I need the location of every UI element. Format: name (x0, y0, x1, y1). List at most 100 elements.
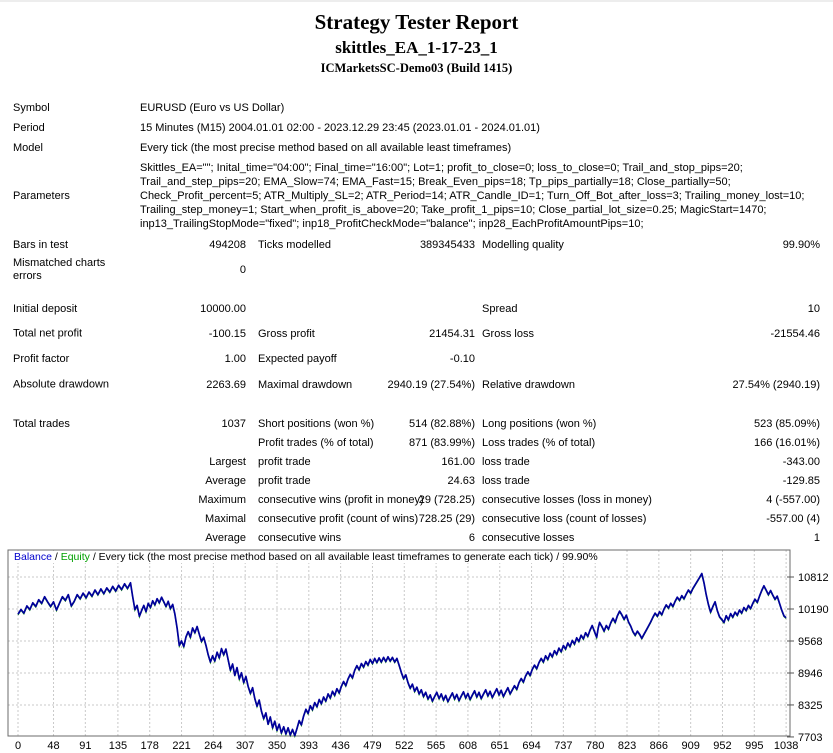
x-axis-label: 135 (109, 740, 127, 752)
legend-separator: / (553, 551, 563, 563)
row-value-1: 2263.69 (206, 379, 246, 391)
settings-section: Symbol EURUSD (Euro vs US Dollar) Period 15… (0, 98, 833, 234)
legend-separator: / (89, 551, 99, 563)
row-label-2: Ticks modelled (258, 238, 331, 251)
row-value-1: 1.00 (224, 353, 246, 365)
row-label-3: Loss trades (% of total) (482, 436, 596, 449)
row-label-2: Gross profit (258, 328, 315, 340)
row-label-2: profit trade (258, 455, 311, 468)
x-axis-label: 436 (331, 740, 349, 752)
row-value-1: 0 (239, 264, 246, 276)
table-row: Total net profit -100.15 Gross profit 21454… (0, 319, 833, 349)
x-axis-label: 350 (268, 740, 286, 752)
table-row-parameters: Parameters Skittles_EA=""; Inital_time="0… (0, 158, 833, 234)
table-row: Average consecutive wins 6 consecutive loss… (0, 528, 833, 547)
x-axis-label: 780 (586, 740, 604, 752)
row-label-2: Short positions (won %) (258, 417, 375, 430)
y-axis-label: 8946 (798, 668, 822, 680)
quality-section: Bars in test 494208 Ticks modelled 38934543… (0, 234, 833, 285)
x-axis-label: 651 (491, 740, 509, 752)
row-label: Symbol (13, 102, 50, 114)
row-label: Absolute drawdown (13, 378, 110, 391)
row-value-1: Maximum (198, 493, 246, 506)
row-value-2: -0.10 (449, 353, 475, 365)
row-value-2: 29 (728.25) (418, 493, 475, 506)
table-row: Largest profit trade 161.00 loss trade -343.… (0, 452, 833, 471)
row-value: 15 Minutes (M15) 2004.01.01 02:00 - 2023… (140, 122, 540, 134)
chart-legend: Balance / Equity / Every tick (the most … (13, 551, 601, 563)
table-row: Period 15 Minutes (M15) 2004.01.01 02:00 … (0, 118, 833, 138)
y-axis-label: 10190 (798, 604, 829, 616)
row-value-3: 166 (16.01%) (753, 436, 820, 449)
strategy-tester-report: Strategy Tester Report skittles_EA_1-17-… (0, 10, 833, 753)
row-label-2: profit trade (258, 474, 311, 487)
report-title: Strategy Tester Report (314, 10, 519, 34)
row-value-1: 1037 (221, 417, 246, 430)
x-axis-label: 866 (650, 740, 668, 752)
row-label-3: loss trade (482, 455, 530, 468)
row-value-1: Average (205, 531, 246, 544)
row-label-2: consecutive wins (258, 531, 342, 544)
x-axis-label: 48 (47, 740, 59, 752)
x-axis-label: 694 (522, 740, 540, 752)
row-value-2: 728.25 (29) (418, 512, 475, 525)
row-value-1: Maximal (205, 512, 246, 525)
row-value-3: 523 (85.09%) (753, 417, 820, 430)
x-axis-label: 909 (681, 740, 699, 752)
row-label-3: Long positions (won %) (482, 417, 597, 430)
x-axis-label: 608 (459, 740, 477, 752)
row-value-3: -129.85 (782, 474, 820, 487)
row-label: Profit factor (13, 353, 70, 365)
row-label: Total net profit (13, 327, 83, 340)
parameters-line: inp13_TrailingStopMode="fixed"; inp18_Pr… (140, 218, 644, 230)
parameters-line: Check_Profit_percent=5; ATR_Multiply_SL=… (140, 190, 805, 202)
row-value-3: 99.90% (782, 238, 820, 251)
row-label-2: Profit trades (% of total) (258, 436, 374, 449)
table-row: Model Every tick (the most precise method… (0, 138, 833, 158)
row-value-1: -100.15 (208, 328, 246, 340)
server-build: ICMarketsSC-Demo03 (Build 1415) (320, 61, 513, 75)
row-label-3: consecutive losses (loss in money) (482, 493, 652, 506)
row-value-1: 494208 (209, 238, 246, 251)
report-header: Strategy Tester Report skittles_EA_1-17-… (0, 10, 833, 76)
x-axis-labels: 0 48 91 135 178 221 264 307 350 393 436 479 522 565 60… (15, 740, 798, 752)
trades-section: Total trades 1037 Short positions (won %) 5… (0, 414, 833, 547)
grid (8, 550, 790, 736)
row-value-2: 6 (468, 531, 475, 544)
x-axis-label: 221 (172, 740, 190, 752)
row-label-3: loss trade (482, 474, 530, 487)
row-value-2: 24.63 (447, 474, 475, 487)
row-value: EURUSD (Euro vs US Dollar) (140, 102, 285, 114)
row-label-2: Expected payoff (258, 353, 337, 365)
y-axis-label: 10812 (798, 572, 829, 584)
table-row: Profit factor 1.00 Expected payoff -0.10 (0, 349, 833, 369)
y-axis-label: 8325 (798, 700, 822, 712)
row-value-2: 161.00 (441, 455, 475, 468)
x-axis-label: 178 (141, 740, 159, 752)
row-value-1: Average (205, 474, 246, 487)
x-axis-label: 565 (427, 740, 445, 752)
parameters-line: Skittles_EA=""; Inital_time="04:00"; Fin… (140, 162, 743, 174)
row-value-1: Largest (209, 455, 246, 468)
parameters-line: Trail_and_step_pips=20; EMA_Slow=74; EMA… (140, 176, 731, 188)
legend-separator: / (51, 551, 61, 563)
row-label: Mismatched charts errors (13, 257, 106, 282)
legend-quality: 99.90% (562, 551, 598, 563)
row-value-3: -343.00 (782, 455, 820, 468)
x-axis-label: 0 (15, 740, 21, 752)
y-axis-label: 7703 (798, 732, 822, 744)
x-axis-label: 995 (745, 740, 763, 752)
row-value-3: 4 (-557.00) (766, 493, 820, 506)
x-axis-label: 823 (618, 740, 636, 752)
row-value: Every tick (the most precise method base… (140, 142, 512, 154)
x-axis-label: 1038 (774, 740, 798, 752)
row-value-2: 871 (83.99%) (408, 436, 475, 449)
x-axis-label: 522 (395, 740, 413, 752)
parameters-line: Trailing_step_money=1; Start_when_profit… (140, 204, 767, 216)
row-label-2: consecutive profit (count of wins) (258, 512, 419, 525)
table-row: Bars in test 494208 Ticks modelled 38934543… (0, 234, 833, 255)
table-row: Maximum consecutive wins (profit in money… (0, 490, 833, 509)
row-label: Total trades (13, 417, 70, 430)
row-label-2: Maximal drawdown (258, 379, 353, 391)
table-row: Initial deposit 10000.00 Spread 10 (0, 299, 833, 319)
